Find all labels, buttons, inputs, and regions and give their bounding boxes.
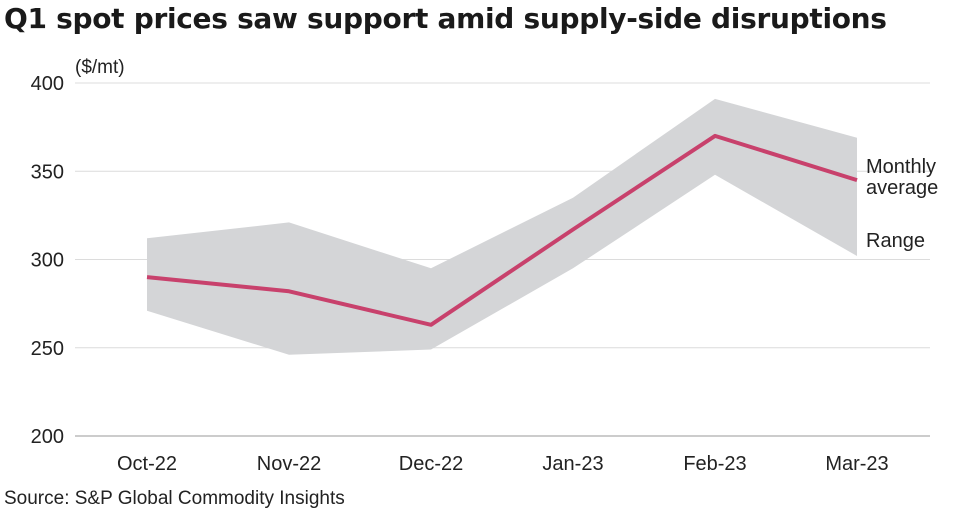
legend-label-monthly-average-line1: Monthly bbox=[866, 156, 936, 178]
y-axis-unit-label: ($/mt) bbox=[75, 57, 125, 78]
x-tick-label: Oct-22 bbox=[117, 453, 177, 475]
y-tick-label: 400 bbox=[31, 73, 64, 95]
y-axis-ticks: 200 250 300 350 400 bbox=[31, 73, 64, 448]
y-tick-label: 300 bbox=[31, 250, 64, 272]
x-axis-ticks: Oct-22 Nov-22 Dec-22 Jan-23 Feb-23 Mar-23 bbox=[117, 453, 889, 475]
legend-label-range: Range bbox=[866, 230, 925, 252]
y-tick-label: 250 bbox=[31, 338, 64, 360]
source-note: Source: S&P Global Commodity Insights bbox=[4, 488, 345, 509]
x-tick-label: Nov-22 bbox=[257, 453, 321, 475]
x-tick-label: Mar-23 bbox=[825, 453, 888, 475]
x-tick-label: Feb-23 bbox=[683, 453, 746, 475]
x-tick-label: Dec-22 bbox=[399, 453, 463, 475]
x-tick-label: Jan-23 bbox=[542, 453, 603, 475]
chart-title: Q1 spot prices saw support amid supply-s… bbox=[4, 2, 887, 35]
y-tick-label: 200 bbox=[31, 426, 64, 448]
y-tick-label: 350 bbox=[31, 161, 64, 183]
range-band bbox=[147, 98, 857, 355]
monthly-average-line bbox=[146, 133, 858, 327]
legend-label-monthly-average-line2: average bbox=[866, 177, 938, 199]
